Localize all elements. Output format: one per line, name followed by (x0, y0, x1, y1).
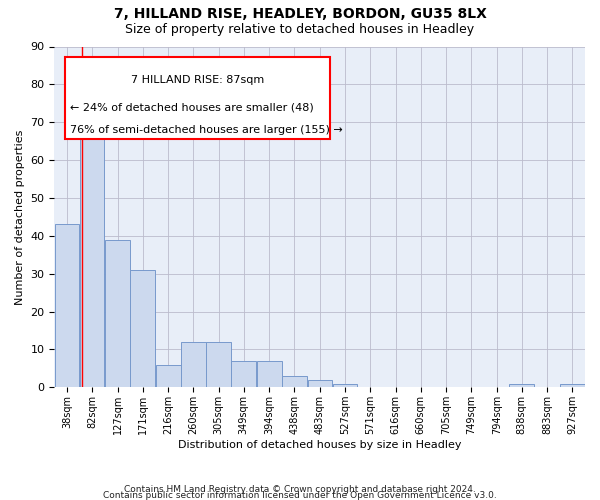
Bar (80, 130, 104, 388)
Text: Contains public sector information licensed under the Open Government Licence v3: Contains public sector information licen… (103, 490, 497, 500)
Text: 7 HILLAND RISE: 87sqm: 7 HILLAND RISE: 87sqm (131, 74, 264, 85)
Bar (206, 342, 231, 388)
Bar (308, 380, 332, 388)
Bar (156, 364, 181, 388)
Y-axis label: Number of detached properties: Number of detached properties (15, 129, 25, 304)
X-axis label: Distribution of detached houses by size in Headley: Distribution of detached houses by size … (178, 440, 461, 450)
Text: 76% of semi-detached houses are larger (155) →: 76% of semi-detached houses are larger (… (70, 126, 343, 136)
Bar (282, 376, 307, 388)
Bar (105, 240, 130, 388)
Text: Size of property relative to detached houses in Headley: Size of property relative to detached ho… (125, 22, 475, 36)
Bar (232, 361, 256, 388)
Text: Contains HM Land Registry data © Crown copyright and database right 2024.: Contains HM Land Registry data © Crown c… (124, 484, 476, 494)
Bar (560, 384, 585, 388)
Bar (55, 224, 79, 388)
Bar (509, 384, 534, 388)
Bar (332, 384, 358, 388)
Bar (181, 342, 206, 388)
Text: ← 24% of detached houses are smaller (48): ← 24% of detached houses are smaller (48… (70, 102, 314, 113)
Text: 7, HILLAND RISE, HEADLEY, BORDON, GU35 8LX: 7, HILLAND RISE, HEADLEY, BORDON, GU35 8… (113, 8, 487, 22)
FancyBboxPatch shape (65, 56, 331, 138)
Bar (130, 270, 155, 388)
Bar (257, 361, 282, 388)
